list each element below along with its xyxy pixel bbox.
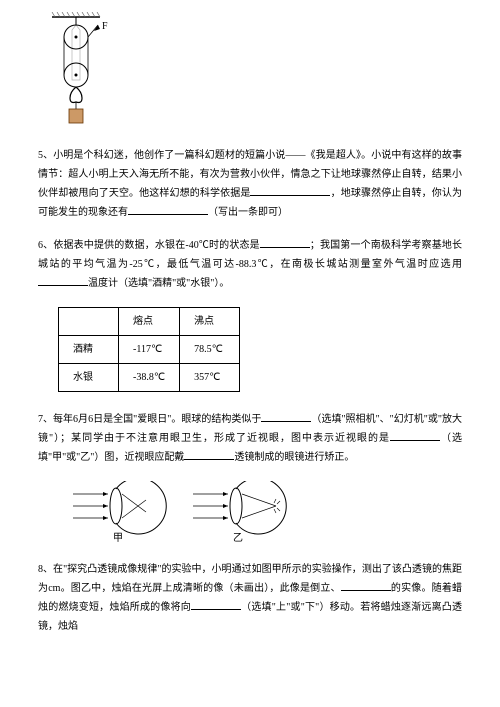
q8-text-2: cm。图乙中，烛焰在光屏上成清晰的像（未画出），此像是倒立、: [48, 583, 341, 594]
q7-blank-2: [390, 429, 440, 441]
q6-text-3: 温度计（选填"酒精"或"水银"）。: [88, 278, 229, 289]
table-row2-label: 水银: [59, 364, 119, 392]
eye-diagram-jia: [73, 481, 166, 534]
q7-text-4: 透镜制成的眼镜进行矫正。: [234, 452, 354, 463]
table-row1-c2: 78.5℃: [180, 336, 240, 364]
q5-blank-1: [250, 184, 330, 196]
substance-table: 熔点 沸点 酒精 -117℃ 78.5℃ 水银 -38.8℃ 357℃: [58, 307, 240, 392]
q8-num: 8、: [38, 564, 53, 575]
table-row2-c2: 357℃: [180, 364, 240, 392]
label-yi: 乙: [233, 532, 243, 543]
table-row1-label: 酒精: [59, 336, 119, 364]
q7-text-1: 每年6月6日是全国"爱眼日"。眼球的结构类似于: [53, 414, 261, 425]
q8-blank-1: [341, 579, 391, 591]
question-6: 6、依据表中提供的数据，水银在-40℃时的状态是；我国第一个南极科学考察基地长城…: [38, 236, 462, 293]
question-7: 7、每年6月6日是全国"爱眼日"。眼球的结构类似于（选填"照相机"、"幻灯机"或…: [38, 410, 462, 467]
table-col-boiling: 沸点: [180, 308, 240, 336]
table-header-blank: [59, 308, 119, 336]
q7-num: 7、: [38, 414, 53, 425]
table-row1-c1: -117℃: [119, 336, 180, 364]
q6-num: 6、: [38, 240, 53, 251]
pulley-diagram: F: [50, 12, 462, 134]
q6-blank-2: [38, 274, 88, 286]
question-5: 5、小明是个科幻迷，他创作了一篇科幻题材的短篇小说——《我是超人》。小说中有这样…: [38, 146, 462, 222]
q5-num: 5、: [38, 150, 53, 161]
q7-blank-3: [184, 448, 234, 460]
q6-blank-1: [260, 236, 310, 248]
force-label: F: [102, 21, 108, 32]
label-jia: 甲: [113, 533, 123, 543]
table-row2-c1: -38.8℃: [119, 364, 180, 392]
table-col-melting: 熔点: [119, 308, 180, 336]
q7-blank-1: [261, 410, 311, 422]
eye-diagrams: 甲 乙: [68, 481, 462, 550]
q6-text-1: 依据表中提供的数据，水银在-40℃时的状态是: [53, 240, 259, 251]
q8-blank-2: [191, 598, 241, 610]
q5-blank-2: [128, 203, 208, 215]
question-8: 8、在"探究凸透镜成像规律"的实验中，小明通过如图甲所示的实验操作，测出了该凸透…: [38, 560, 462, 636]
eye-diagram-yi: [193, 481, 286, 534]
q5-text-3: （写出一条即可）: [208, 207, 288, 218]
